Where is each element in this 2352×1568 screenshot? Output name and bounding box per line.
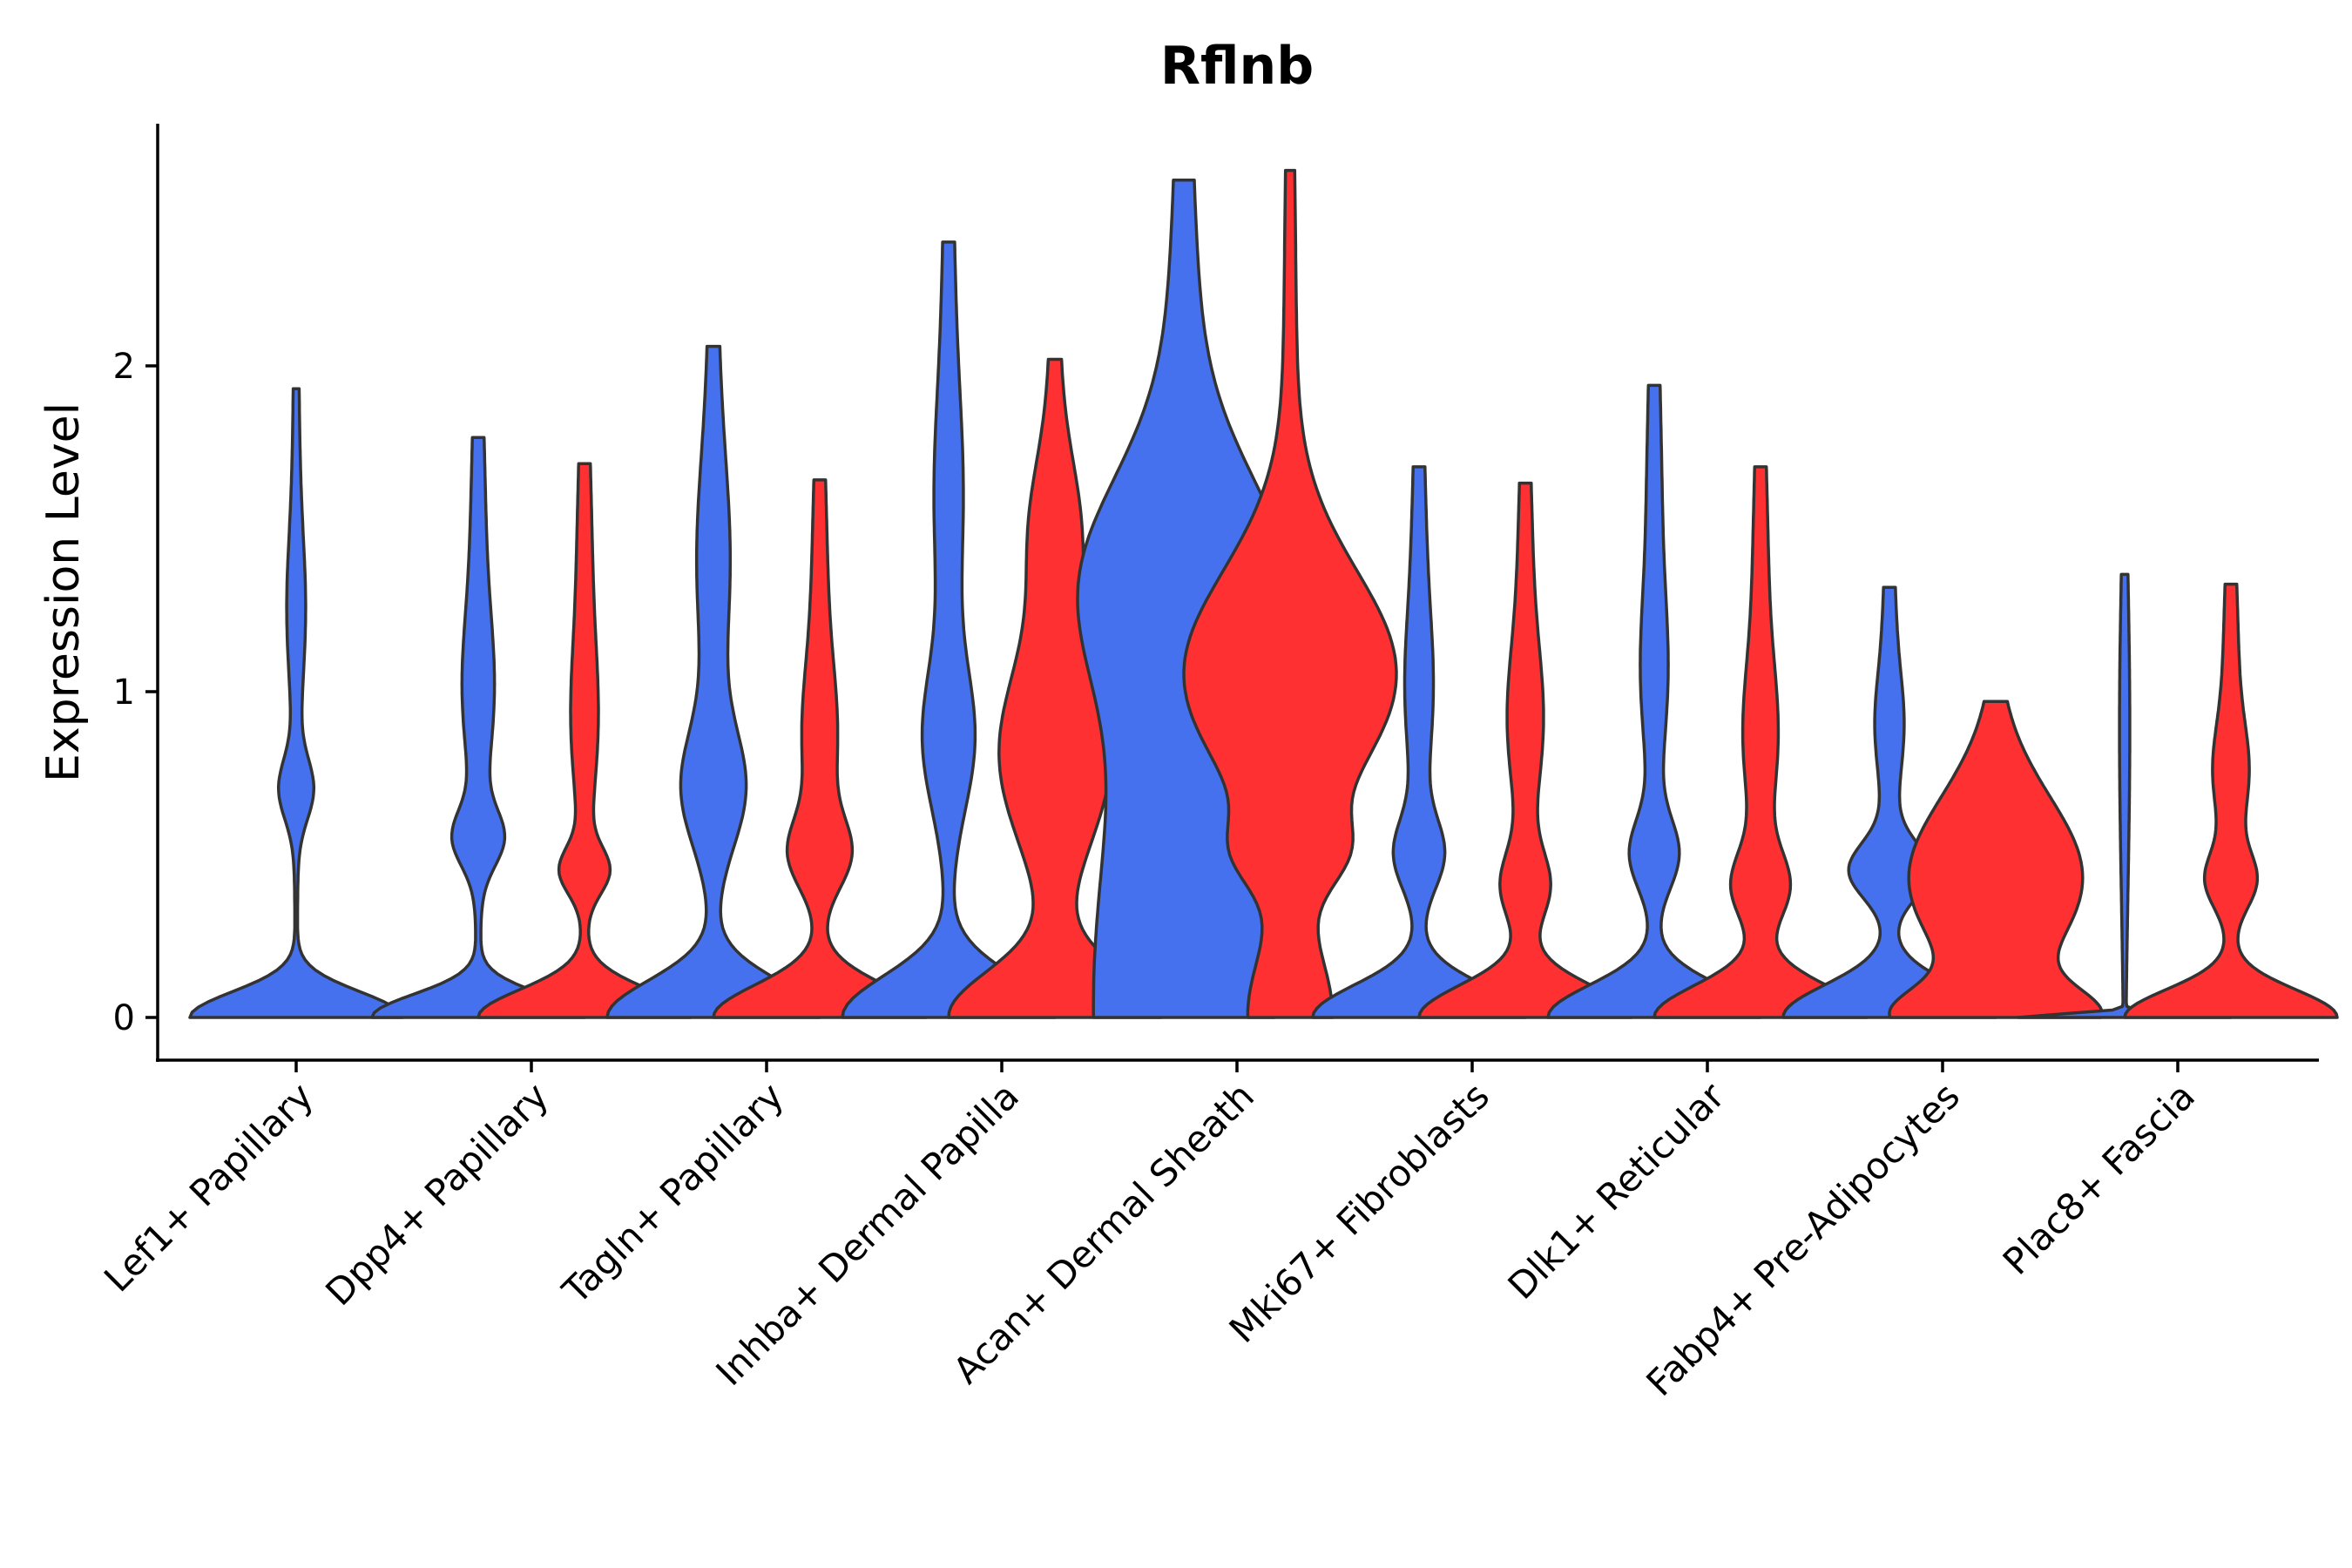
- violin-red-7: [1652, 465, 1869, 1019]
- x-tick-label-3: Tagln+ Papillary: [554, 1074, 792, 1312]
- x-tick-label-7: Dlk1+ Reticular: [1500, 1074, 1734, 1308]
- violin-red-2: [476, 462, 693, 1019]
- violin-blue-2: [370, 436, 586, 1019]
- chart-title: Rflnb: [1160, 36, 1314, 97]
- violin-blue-7: [1546, 383, 1762, 1019]
- violin-blue-4: [841, 240, 1057, 1019]
- y-tick-label-2: 2: [113, 347, 135, 387]
- violin-red-9: [2123, 582, 2339, 1019]
- violin-blue-1: [188, 387, 404, 1019]
- x-tick-label-2: Dpp4+ Papillary: [317, 1074, 557, 1314]
- violin-red-6: [1417, 481, 1633, 1019]
- violins-group: [188, 168, 2339, 1019]
- x-tick-label-9: Plac8+ Fascia: [1995, 1074, 2203, 1282]
- violin-blue-6: [1311, 465, 1527, 1019]
- y-ticks: 0 1 2: [113, 347, 158, 1038]
- violin-red-3: [712, 478, 928, 1019]
- violin-blue-9: [2017, 572, 2233, 1019]
- violin-red-5: [1182, 168, 1398, 1019]
- y-tick-label-1: 1: [113, 672, 135, 713]
- violin-red-8: [1888, 700, 2104, 1019]
- y-axis-label: Expression Level: [37, 402, 90, 782]
- x-tick-label-6: Mki67+ Fibroblasts: [1221, 1074, 1497, 1350]
- x-tick-label-1: Lef1+ Papillary: [96, 1074, 321, 1300]
- violin-blue-3: [605, 344, 821, 1019]
- y-tick-label-0: 0: [113, 998, 135, 1038]
- violin-red-4: [947, 357, 1163, 1019]
